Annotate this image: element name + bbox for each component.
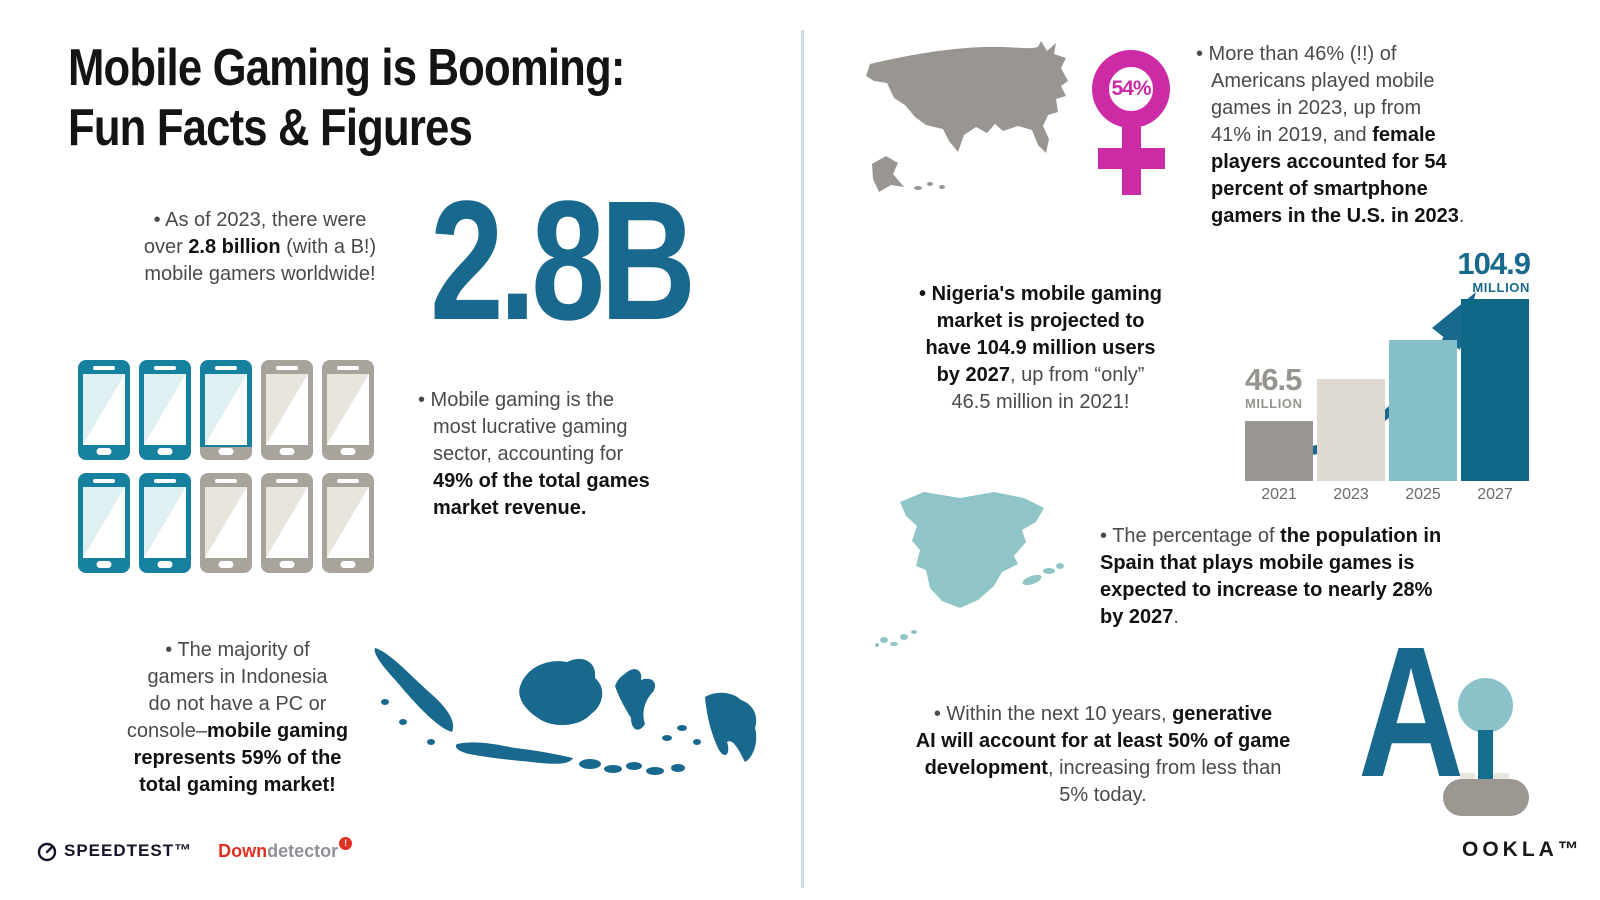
phone-icon [200, 473, 252, 573]
nigeria-users-chart: 46.5 MILLION 104.9 MILLION 2021 2023 2025 2… [1212, 246, 1534, 504]
joystick-base [1443, 779, 1529, 816]
chart-year-label: 2021 [1261, 486, 1297, 503]
bullet-generative-ai: • Within the next 10 years, generative AI… [915, 703, 1291, 806]
ookla-logo: OOKLA™ [1462, 838, 1583, 861]
page-title: Mobile Gaming is Booming: Fun Facts & Fi… [68, 38, 625, 159]
bullet-usa-players: • More than 46% (!!) of Americans played … [1196, 43, 1465, 227]
stat-2-8-billion: 2.8B [430, 166, 696, 356]
ai-graphic: A [1330, 620, 1540, 823]
phone-icon [322, 473, 374, 573]
phone-icon [139, 473, 191, 573]
ai-letter-a: A [1358, 609, 1465, 816]
female-symbol-cross [1098, 148, 1165, 169]
column-divider [801, 30, 804, 888]
speedtest-gauge-icon [37, 842, 57, 862]
joystick-button [1494, 773, 1509, 781]
female-symbol: 54% [1092, 50, 1172, 200]
chart-end-value: 104.9 [1457, 246, 1531, 281]
downdetector-logo: Downdetector ! [218, 836, 353, 862]
chart-year-label: 2023 [1333, 486, 1369, 503]
chart-start-value: 46.5 [1245, 362, 1302, 397]
chart-bar-2023 [1317, 379, 1385, 481]
chart-bar-2025 [1389, 340, 1457, 481]
bullet-spain: • The percentage of the population in Spa… [1100, 525, 1442, 628]
chart-bar-2027 [1461, 299, 1529, 481]
joystick-ball [1458, 678, 1513, 733]
downdetector-word-detector: detector [267, 840, 339, 861]
phone-icon [139, 360, 191, 460]
spain-map [875, 492, 1064, 647]
chart-bars: 2021 2023 2025 2027 [1245, 299, 1529, 504]
downdetector-word-down: Down [218, 840, 268, 861]
female-share-value: 54% [1111, 77, 1151, 100]
female-symbol-ring: 54% [1092, 50, 1170, 128]
chart-year-label: 2025 [1405, 486, 1441, 503]
phone-icon [78, 473, 130, 573]
phone-icon [78, 360, 130, 460]
phone-icon [200, 360, 252, 460]
bullet-lucrative-sector: • Mobile gaming is the most lucrative gam… [418, 389, 650, 519]
bullet-gamers-worldwide: • As of 2023, there were over 2.8 billion… [143, 209, 377, 285]
phone-icon [261, 473, 313, 573]
chart-start-label: 46.5 MILLION [1245, 364, 1303, 410]
speedtest-wordmark: SPEEDTEST™ [64, 841, 193, 860]
bullet-nigeria: • Nigeria's mobile gaming market is proje… [919, 283, 1162, 413]
phone-icon [322, 360, 374, 460]
title-line2: Fun Facts & Figures [68, 99, 473, 158]
chart-year-label: 2027 [1477, 486, 1513, 503]
indonesia-map [374, 648, 757, 775]
chart-start-unit: MILLION [1245, 396, 1303, 411]
title-line1: Mobile Gaming is Booming: [68, 39, 625, 97]
chart-end-label: 104.9 MILLION [1457, 246, 1531, 295]
chart-end-unit: MILLION [1472, 280, 1530, 295]
bullet-indonesia: • The majority of gamers in Indonesia do n… [126, 639, 349, 796]
footer-logos: SPEEDTEST™ Downdetector ! [36, 836, 353, 862]
downdetector-badge-icon: ! [339, 836, 353, 850]
joystick-stick [1478, 730, 1493, 785]
phone-icons-grid [78, 360, 374, 573]
speedtest-logo: SPEEDTEST™ [36, 840, 192, 862]
phone-icon [261, 360, 313, 460]
usa-map [866, 41, 1068, 192]
chart-bar-2021 [1245, 421, 1313, 481]
joystick-button [1460, 773, 1475, 781]
